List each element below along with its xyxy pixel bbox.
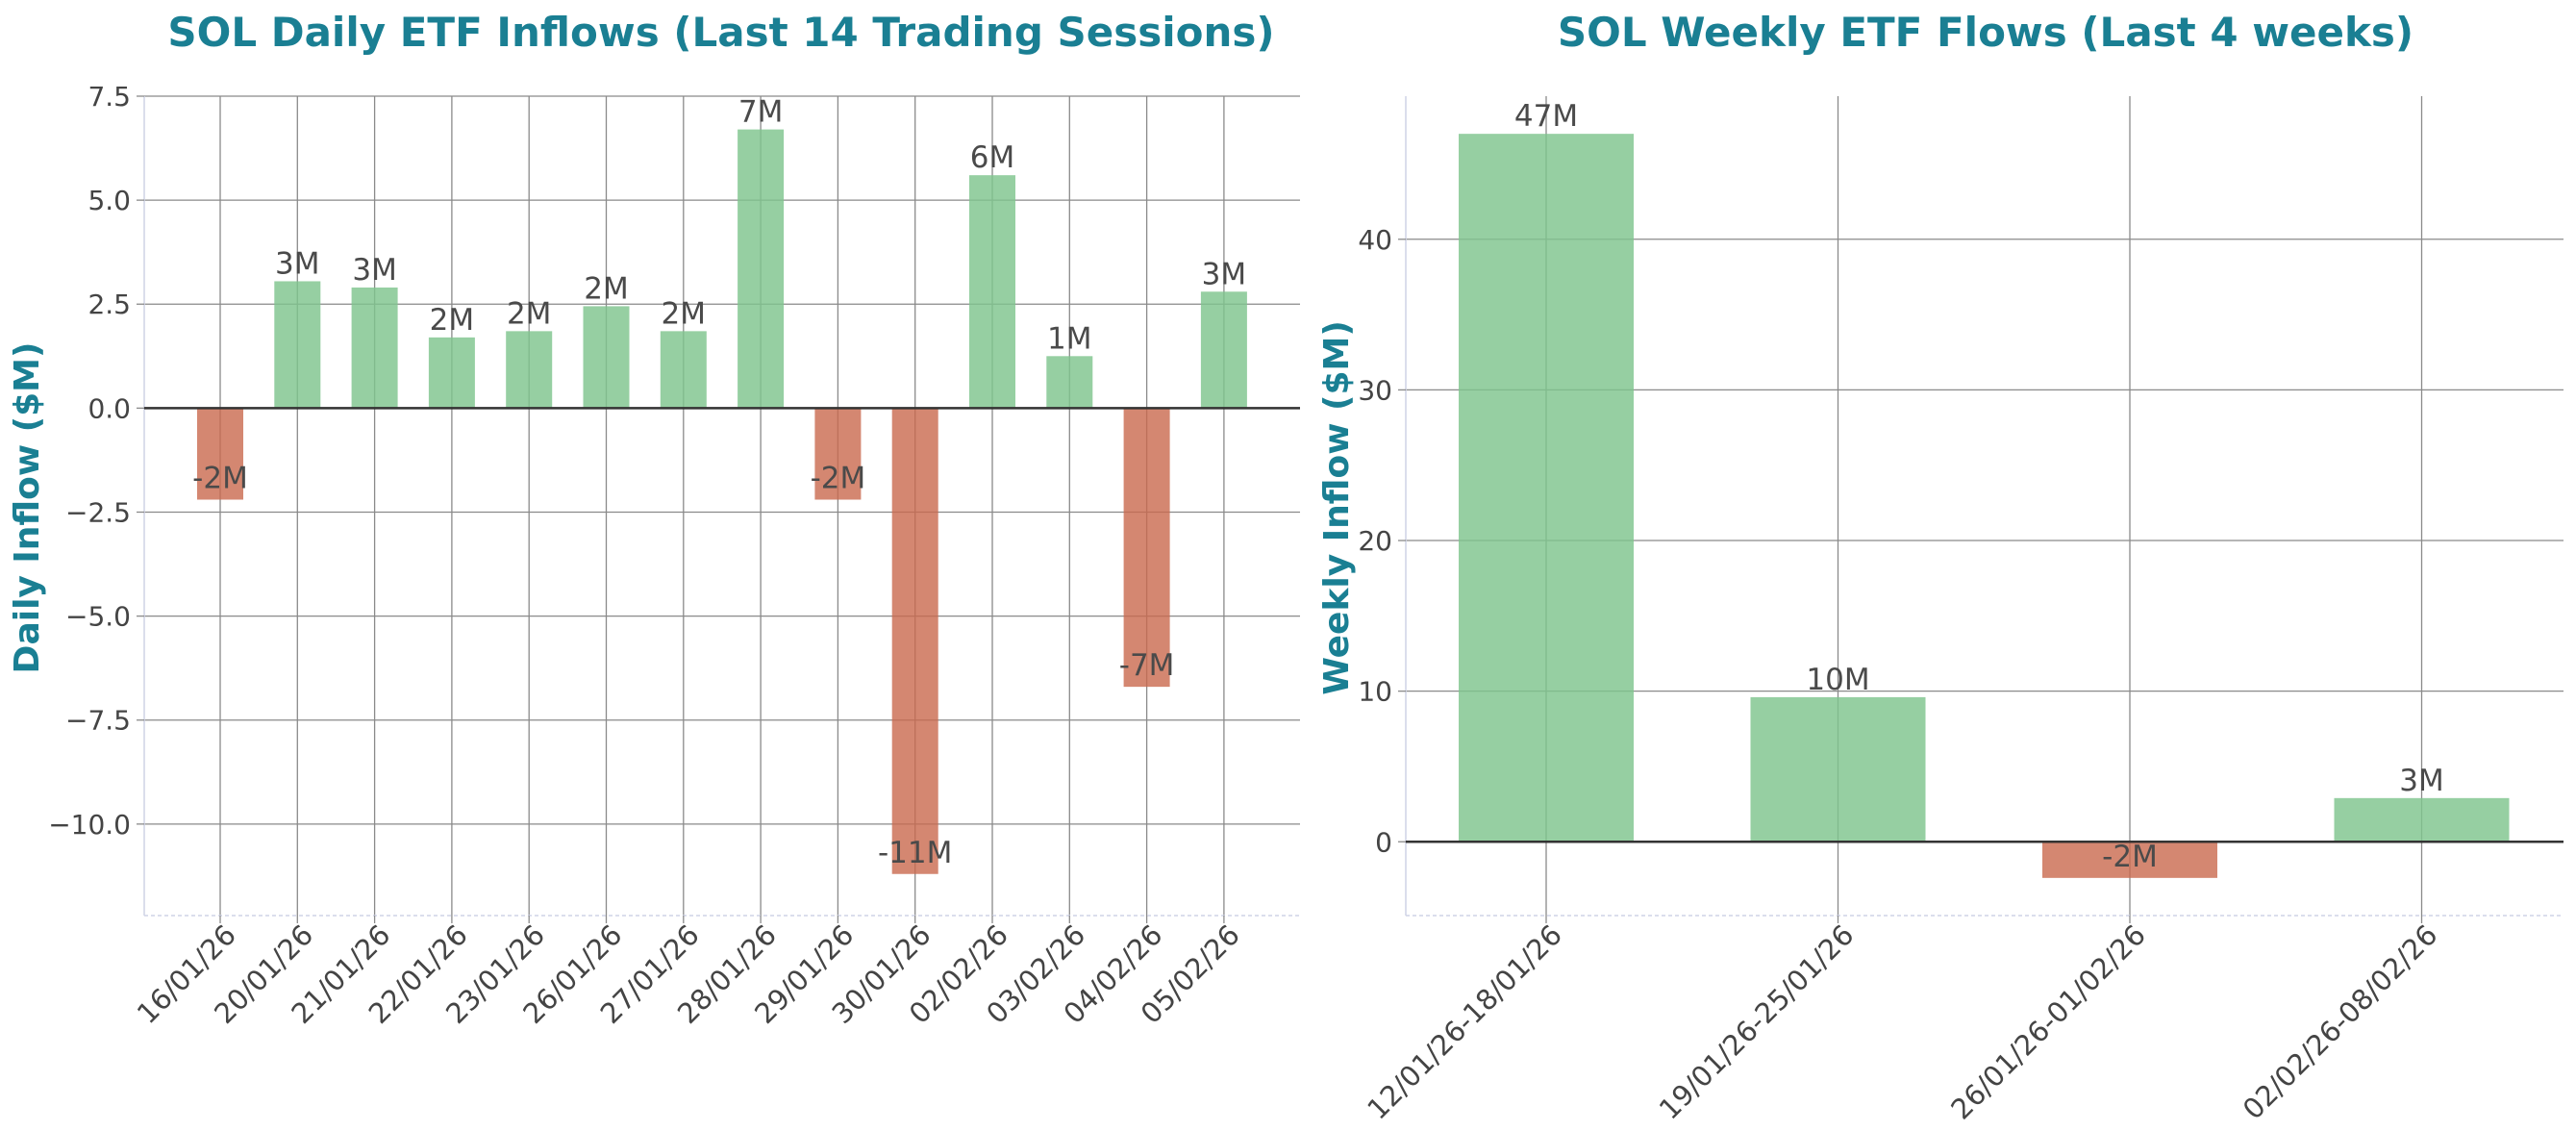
- y-tick-label: 20: [1358, 525, 1392, 557]
- y-tick-label: 5.0: [88, 185, 131, 216]
- y-tick-label: 2.5: [88, 289, 131, 320]
- bar: [583, 306, 630, 409]
- bar: [1123, 408, 1170, 688]
- y-tick-label: 30: [1358, 374, 1392, 406]
- y-axis-label: Daily Inflow ($M): [8, 342, 47, 674]
- data-label: -2M: [192, 462, 248, 496]
- bar: [1046, 356, 1093, 409]
- data-labels: 47M 10M -2M 3M: [1514, 99, 2444, 874]
- y-tick-label: 40: [1358, 224, 1392, 256]
- y-tick-label: −7.5: [65, 705, 131, 737]
- y-tick-label: −5.0: [65, 601, 131, 633]
- daily-inflows-chart: SOL Daily ETF Inflows (Last 14 Trading S…: [8, 9, 1300, 1030]
- x-tick-label: 12/01/26-18/01/26: [1361, 918, 1568, 1126]
- data-label: 3M: [352, 253, 396, 288]
- data-label: 3M: [275, 246, 319, 281]
- axes: [1405, 96, 2563, 917]
- bar: [969, 175, 1015, 409]
- bar: [197, 408, 243, 500]
- data-label: 3M: [1202, 257, 1246, 291]
- data-label: -2M: [2102, 840, 2158, 874]
- bar: [1200, 291, 1247, 409]
- bar: [274, 281, 321, 409]
- bar: [660, 331, 707, 409]
- bars: [197, 129, 1247, 874]
- bar: [814, 408, 862, 500]
- bar: [2334, 797, 2510, 842]
- bar: [2042, 842, 2217, 878]
- y-tick-label: 10: [1358, 676, 1392, 708]
- data-label: 2M: [430, 303, 474, 338]
- data-label: 2M: [507, 296, 551, 331]
- weekly-flows-chart: SOL Weekly ETF Flows (Last 4 weeks) Week…: [1317, 9, 2563, 1126]
- y-axis-label: Weekly Inflow ($M): [1317, 320, 1357, 695]
- bar: [428, 337, 475, 409]
- bar: [738, 129, 785, 409]
- axes: [143, 96, 1300, 917]
- x-tick-label: 19/01/26-25/01/26: [1653, 918, 1861, 1126]
- data-label: -11M: [878, 836, 952, 870]
- bar: [506, 331, 553, 409]
- data-label: 3M: [2399, 764, 2443, 798]
- chart-title: SOL Daily ETF Inflows (Last 14 Trading S…: [167, 9, 1274, 56]
- data-label: -2M: [811, 462, 866, 496]
- y-tick-label: −10.0: [48, 809, 131, 841]
- data-label: 10M: [1806, 663, 1869, 697]
- bars: [1459, 134, 2510, 878]
- bar: [891, 408, 938, 874]
- data-label: 1M: [1047, 321, 1091, 356]
- data-labels: -2M 3M 3M 2M 2M 2M 2M 7M -2M -11M 6M 1M -7M 3M: [192, 95, 1246, 870]
- y-tick-label: 7.5: [88, 81, 131, 113]
- x-tick-label: 26/01/26-01/02/26: [1944, 918, 2152, 1126]
- chart-title: SOL Weekly ETF Flows (Last 4 weeks): [1558, 9, 2413, 56]
- bar: [1750, 696, 1926, 842]
- bar: [351, 287, 398, 409]
- x-tick-label: 02/02/26-08/02/26: [2237, 918, 2444, 1126]
- y-ticks: 40 30 20 10 0: [1358, 224, 1406, 858]
- data-label: -7M: [1119, 648, 1175, 683]
- y-tick-label: −2.5: [65, 496, 131, 528]
- data-label: 47M: [1514, 99, 1578, 134]
- x-ticks: 16/01/2620/01/2621/01/2622/01/2623/01/26…: [131, 916, 1246, 1030]
- y-tick-label: 0: [1375, 826, 1392, 858]
- data-label: 6M: [970, 140, 1014, 175]
- y-ticks: 7.5 5.0 2.5 0.0 −2.5 −5.0 −7.5 −10.0: [48, 81, 144, 841]
- y-tick-label: 0.0: [88, 392, 131, 424]
- data-label: 7M: [738, 95, 783, 130]
- data-label: 2M: [584, 271, 628, 306]
- bar: [1459, 134, 1634, 842]
- x-ticks: 12/01/26-18/01/26 19/01/26-25/01/26 26/01/…: [1361, 916, 2443, 1126]
- data-label: 2M: [662, 296, 706, 331]
